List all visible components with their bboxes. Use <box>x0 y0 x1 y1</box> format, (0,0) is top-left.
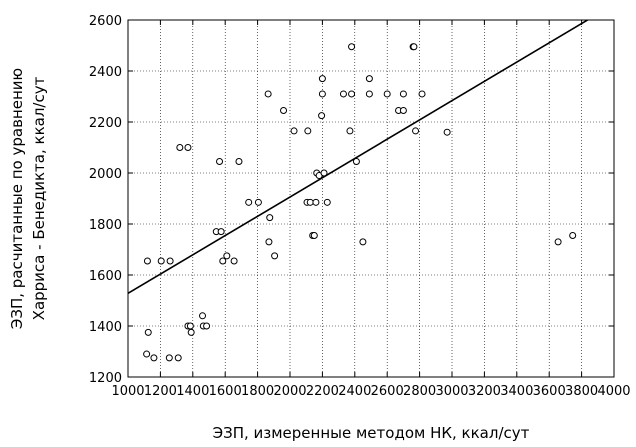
y-tick-label: 1200 <box>89 371 122 386</box>
data-point <box>199 312 207 320</box>
data-point <box>352 158 360 166</box>
y-tick-label: 1400 <box>89 320 122 335</box>
data-point <box>165 354 173 362</box>
data-point <box>157 257 165 265</box>
data-point <box>143 350 151 358</box>
x-tick-label: 3400 <box>500 384 533 399</box>
data-point <box>265 238 273 246</box>
data-point <box>235 158 243 166</box>
y-axis-label-line-2: Харриса - Бенедикта, ккал/сут <box>30 76 48 320</box>
data-point <box>310 231 318 239</box>
x-tick-label: 2400 <box>338 384 371 399</box>
data-point <box>290 127 298 135</box>
data-point <box>569 231 577 239</box>
y-tick-label: 2600 <box>89 14 122 29</box>
data-point <box>306 198 314 206</box>
x-axis-label: ЭЗП, измеренные методом НК, ккал/сут <box>213 424 530 442</box>
data-point <box>418 90 426 98</box>
x-tick-label: 3000 <box>435 384 468 399</box>
data-point <box>264 90 272 98</box>
data-point <box>266 214 274 222</box>
y-tick-label: 2200 <box>89 116 122 131</box>
y-axis-ticks: 1200 1400 1600 1800 2000 2200 2400 2600 <box>89 14 614 386</box>
data-point <box>280 107 288 115</box>
data-point <box>365 90 373 98</box>
data-point <box>410 43 418 51</box>
y-tick-label: 2400 <box>89 65 122 80</box>
x-tick-label: 2800 <box>403 384 436 399</box>
data-point <box>166 257 174 265</box>
data-point <box>223 252 231 260</box>
x-tick-label: 4000 <box>597 384 630 399</box>
data-point <box>174 354 182 362</box>
data-point <box>399 107 407 115</box>
y-tick-label: 1600 <box>89 269 122 284</box>
data-point <box>219 257 227 265</box>
data-point <box>150 354 158 362</box>
data-point <box>312 198 320 206</box>
data-point <box>383 90 391 98</box>
data-point <box>304 127 312 135</box>
x-tick-label: 2000 <box>273 384 306 399</box>
y-axis-label: ЭЗП, расчитанные по уравнению Харриса - … <box>8 68 48 329</box>
x-tick-label: 1200 <box>144 384 177 399</box>
grid-lines <box>128 20 614 377</box>
x-tick-label: 1000 <box>111 384 144 399</box>
x-tick-label: 3800 <box>565 384 598 399</box>
y-tick-label: 1800 <box>89 218 122 233</box>
data-point <box>186 322 194 330</box>
x-tick-label: 1800 <box>241 384 274 399</box>
data-point <box>443 128 451 136</box>
data-point <box>254 198 262 206</box>
regression-line-group <box>128 20 590 295</box>
data-point <box>323 198 331 206</box>
data-point <box>339 90 347 98</box>
data-point <box>216 158 224 166</box>
data-point <box>348 43 356 51</box>
data-point <box>245 198 253 206</box>
data-point <box>144 328 152 336</box>
data-point <box>365 75 373 83</box>
x-axis-ticks: 1000 1200 1400 1600 1800 2000 2200 2400 2600 2800… <box>111 20 631 399</box>
y-tick-label: 2000 <box>89 167 122 182</box>
x-tick-label: 2200 <box>306 384 339 399</box>
data-point <box>184 144 192 151</box>
data-point <box>187 328 195 336</box>
data-points <box>143 43 577 362</box>
plot-frame <box>127 19 615 378</box>
data-point <box>318 75 326 83</box>
data-point <box>348 90 356 98</box>
data-point <box>320 169 328 177</box>
x-tick-label: 1600 <box>209 384 242 399</box>
data-point <box>399 90 407 98</box>
y-axis-label-line-1: ЭЗП, расчитанные по уравнению <box>8 68 26 329</box>
data-point <box>318 112 326 120</box>
data-point <box>271 252 279 260</box>
data-point <box>318 90 326 98</box>
x-tick-label: 1400 <box>176 384 209 399</box>
data-point <box>143 257 151 265</box>
data-point <box>359 238 367 246</box>
x-tick-label: 3600 <box>533 384 566 399</box>
data-point <box>554 238 562 246</box>
data-point <box>230 257 238 265</box>
data-point <box>217 228 225 236</box>
data-point <box>176 144 184 151</box>
data-point <box>203 322 211 330</box>
data-point <box>346 127 354 135</box>
x-tick-label: 2600 <box>371 384 404 399</box>
data-point <box>412 127 420 135</box>
x-tick-label: 3200 <box>468 384 501 399</box>
regression-line <box>128 20 590 295</box>
